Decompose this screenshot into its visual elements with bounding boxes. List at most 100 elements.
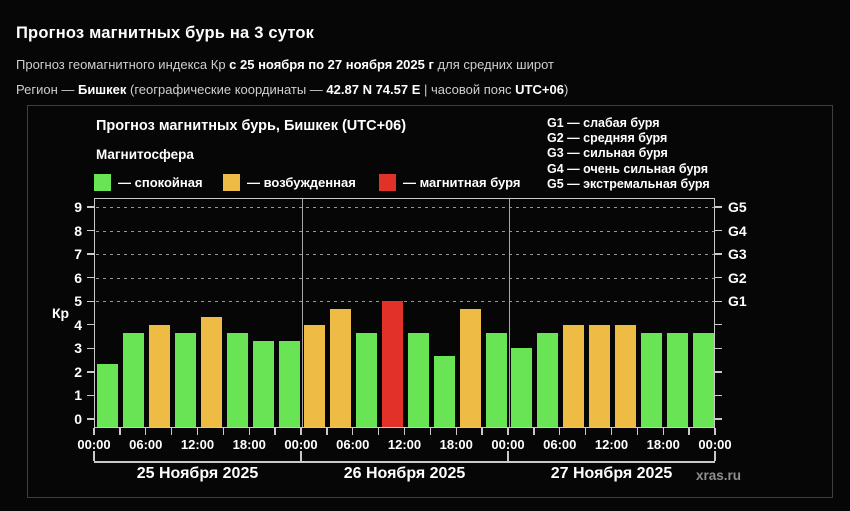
kp-bar bbox=[666, 332, 688, 427]
x-axis-tick bbox=[377, 428, 380, 435]
x-axis-tick bbox=[610, 428, 613, 435]
kp-bar bbox=[356, 332, 378, 427]
x-axis-tick bbox=[300, 428, 302, 435]
x-axis-tick bbox=[636, 428, 639, 435]
kp-bar bbox=[382, 301, 404, 427]
g-scale-legend-line: G2 — средняя буря bbox=[547, 131, 668, 146]
g-scale-legend-line: G5 — экстремальная буря bbox=[547, 176, 710, 191]
kp-bar bbox=[200, 317, 222, 427]
y-axis-tick bbox=[87, 300, 94, 302]
region-timezone: UTC+06 bbox=[515, 82, 564, 97]
y-axis-tick bbox=[87, 418, 94, 420]
kp-bar bbox=[304, 324, 326, 427]
right-axis-tick bbox=[715, 300, 722, 302]
magnetosphere-legend-title: Магнитосфера bbox=[96, 147, 194, 162]
kp-bar bbox=[511, 348, 533, 427]
x-axis-time-label: 12:00 bbox=[594, 437, 629, 452]
kp-bar bbox=[433, 356, 455, 427]
gridline-kp9 bbox=[96, 207, 714, 209]
day-separator bbox=[301, 199, 303, 427]
x-axis-tick bbox=[559, 428, 561, 435]
g-scale-legend-line: G4 — очень сильная буря bbox=[547, 161, 708, 176]
g-scale-legend-line: G1 — слабая буря bbox=[547, 116, 660, 130]
y-axis-tick-label: 8 bbox=[74, 222, 82, 239]
right-axis-tick bbox=[715, 394, 722, 397]
y-axis-title: Кр bbox=[52, 305, 70, 321]
chart-title: Прогноз магнитных бурь, Бишкек (UTC+06) bbox=[96, 118, 407, 134]
x-axis-time-label: 06:00 bbox=[543, 437, 577, 452]
gridline-kp8 bbox=[96, 230, 714, 232]
x-axis-tick bbox=[662, 428, 664, 435]
x-axis-tick bbox=[352, 428, 354, 435]
g-scale-legend-line: G3 — сильная буря bbox=[547, 146, 668, 161]
quiet-swatch-icon bbox=[94, 173, 111, 191]
kp-bar bbox=[614, 324, 636, 427]
x-axis-time-label: 06:00 bbox=[129, 437, 163, 452]
right-axis-tick bbox=[715, 324, 722, 326]
day-bracket-tick bbox=[93, 451, 95, 461]
x-axis-time-label: 18:00 bbox=[439, 437, 473, 452]
excited-swatch-icon bbox=[223, 173, 240, 191]
legend-label: — возбужденная bbox=[247, 174, 356, 190]
region-line: Регион — Бишкек (географические координа… bbox=[16, 82, 568, 97]
kp-bar bbox=[123, 332, 145, 427]
page-header: Прогноз магнитных бурь на 3 суток Прогно… bbox=[16, 24, 568, 97]
right-axis-tick bbox=[715, 347, 722, 350]
y-axis-tick-label: 3 bbox=[74, 340, 82, 357]
y-axis-tick-label: 5 bbox=[74, 293, 82, 310]
y-axis-tick bbox=[87, 229, 94, 232]
forecast-subtitle: Прогноз геомагнитного индекса Кр с 25 но… bbox=[16, 57, 568, 72]
plot-area bbox=[94, 198, 715, 428]
kp-bar bbox=[278, 340, 300, 427]
y-axis-tick bbox=[87, 394, 94, 397]
subtitle-text: Прогноз геомагнитного индекса Кр bbox=[16, 57, 230, 72]
right-axis-tick bbox=[715, 371, 722, 373]
day-bracket-tick bbox=[507, 451, 509, 461]
gridline-kp6 bbox=[96, 277, 714, 279]
x-axis-time-label: 00:00 bbox=[491, 437, 525, 452]
g-scale-legend: G1 — слабая буря G2 — средняя буря G3 — си… bbox=[547, 116, 710, 192]
g-axis-label-g4: G4 bbox=[728, 222, 747, 239]
x-axis-time-label: 12:00 bbox=[387, 437, 422, 452]
day-bracket-tick bbox=[714, 451, 716, 461]
kp-bar bbox=[692, 332, 714, 427]
x-axis-tick bbox=[170, 428, 173, 435]
day-bracket-tick bbox=[300, 451, 302, 461]
x-axis-tick bbox=[429, 428, 432, 435]
x-axis-tick bbox=[274, 428, 276, 435]
kp-bar bbox=[459, 309, 481, 427]
g-axis-label-g5: G5 bbox=[728, 199, 747, 216]
kp-bar bbox=[252, 340, 274, 427]
x-axis-tick bbox=[196, 428, 199, 435]
x-axis-time-label: 00:00 bbox=[284, 437, 318, 452]
subtitle-daterange: с 25 ноября по 27 ноября 2025 г bbox=[229, 57, 434, 72]
legend-item-quiet: — спокойная bbox=[94, 172, 203, 192]
x-axis-tick bbox=[533, 428, 535, 435]
kp-bar bbox=[149, 324, 171, 427]
x-axis-tick bbox=[481, 428, 483, 435]
day-label: 25 Ноября 2025 bbox=[136, 465, 259, 482]
page-title: Прогноз магнитных бурь на 3 суток bbox=[16, 24, 315, 42]
kp-bar bbox=[485, 332, 507, 427]
g-axis-label-g3: G3 bbox=[728, 246, 747, 263]
chart-panel: Прогноз магнитных бурь, Бишкек (UTC+06) … bbox=[27, 105, 833, 498]
x-axis-time-label: 18:00 bbox=[232, 437, 266, 452]
legend-item-storm: — магнитная буря bbox=[379, 172, 520, 192]
y-axis-tick-label: 1 bbox=[74, 387, 82, 404]
y-axis-tick-label: 6 bbox=[74, 269, 82, 286]
x-axis-tick bbox=[119, 428, 121, 435]
region-coords-prefix: (географические координаты — bbox=[126, 82, 327, 97]
gridline-kp5 bbox=[96, 301, 714, 303]
region-coordinates: 42.87 N 74.57 E bbox=[326, 82, 421, 97]
y-axis-tick bbox=[87, 347, 94, 350]
kp-bar bbox=[330, 309, 352, 427]
day-label: 27 Ноября 2025 bbox=[550, 465, 673, 482]
x-axis-tick bbox=[403, 428, 406, 435]
right-axis-tick bbox=[715, 277, 722, 279]
x-axis-tick bbox=[93, 428, 95, 435]
x-axis-tick bbox=[455, 428, 457, 435]
kp-bar bbox=[407, 332, 429, 427]
x-axis-time-label: 00:00 bbox=[698, 437, 732, 452]
x-axis-tick bbox=[326, 428, 328, 435]
y-axis-tick-label: 2 bbox=[74, 363, 82, 380]
